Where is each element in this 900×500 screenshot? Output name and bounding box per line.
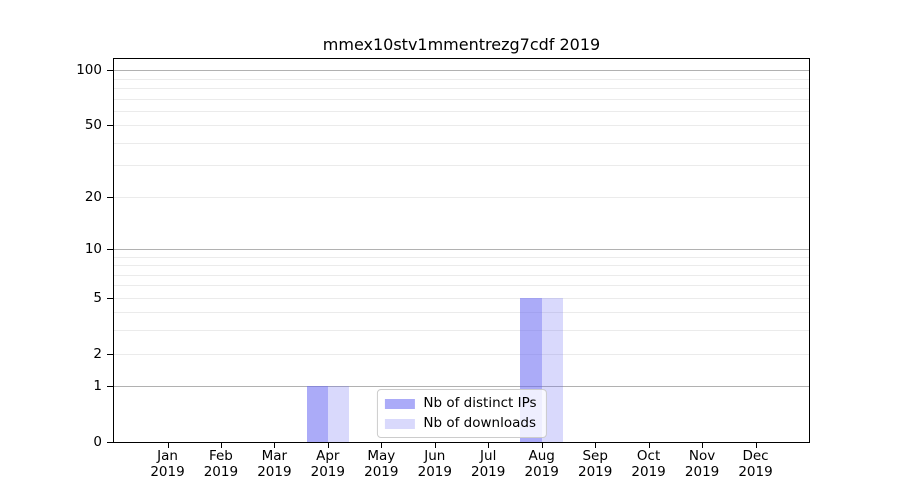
y-gridline-minor — [114, 256, 809, 258]
y-gridline-minor — [114, 297, 809, 299]
y-gridline-minor — [114, 125, 809, 127]
y-tick-label: 2 — [93, 345, 102, 362]
y-gridline-minor — [114, 285, 809, 287]
y-gridline-minor — [114, 78, 809, 80]
plot-area: Nb of distinct IPs Nb of downloads — [113, 58, 810, 443]
legend-label-distinct-ips: Nb of distinct IPs — [423, 395, 537, 411]
bar-nb-of-distinct-ips — [306, 386, 328, 442]
y-gridline-minor — [114, 274, 809, 276]
legend-entry-distinct-ips: Nb of distinct IPs — [384, 395, 537, 412]
y-tick-label: 20 — [84, 188, 102, 205]
x-tick-mark — [220, 443, 222, 448]
legend-label-downloads: Nb of downloads — [423, 415, 536, 431]
y-tick-label: 5 — [93, 289, 102, 306]
y-tick-mark — [107, 297, 113, 299]
y-tick-label: 0 — [93, 434, 102, 450]
y-tick-label: 10 — [84, 240, 102, 257]
x-tick-mark — [381, 443, 383, 448]
x-tick-label: Aug 2019 — [524, 448, 559, 480]
y-tick-mark — [107, 70, 113, 72]
x-tick-mark — [702, 443, 704, 448]
y-gridline-minor — [114, 265, 809, 266]
x-tick-label: Feb 2019 — [203, 448, 239, 480]
x-tick-mark — [167, 443, 169, 448]
x-tick-mark — [274, 443, 276, 448]
y-gridline-minor — [114, 142, 809, 144]
y-tick-label: 100 — [76, 62, 102, 79]
x-tick-label: Nov 2019 — [684, 448, 720, 480]
x-tick-label: Sep 2019 — [578, 448, 613, 480]
y-tick-mark — [107, 386, 113, 388]
legend: Nb of distinct IPs Nb of downloads — [376, 389, 547, 438]
x-tick-label: Jan 2019 — [150, 448, 185, 480]
y-tick-mark — [107, 353, 113, 355]
y-tick-mark — [107, 442, 113, 443]
x-tick-label: Jul 2019 — [471, 448, 506, 480]
x-tick-mark — [488, 443, 490, 448]
y-gridline-minor — [114, 98, 809, 100]
y-gridline-minor — [114, 110, 809, 112]
y-tick-mark — [107, 125, 113, 127]
bar-nb-of-downloads — [327, 386, 350, 442]
y-gridline-minor — [114, 87, 809, 89]
x-tick-mark — [755, 443, 757, 448]
x-tick-mark — [595, 443, 597, 448]
x-tick-mark — [434, 443, 436, 448]
bar-nb-of-downloads — [541, 297, 564, 442]
x-tick-label: Dec 2019 — [738, 448, 773, 480]
legend-swatch-distinct-ips — [384, 398, 415, 409]
y-tick-mark — [107, 248, 113, 250]
x-tick-label: Jun 2019 — [417, 448, 452, 480]
y-gridline-minor — [114, 330, 809, 332]
x-tick-mark — [541, 443, 543, 448]
legend-entry-downloads: Nb of downloads — [384, 415, 536, 432]
y-gridline-minor — [114, 196, 809, 198]
x-tick-label: Oct 2019 — [631, 448, 666, 480]
y-gridline-minor — [114, 312, 809, 314]
x-tick-label: May 2019 — [364, 448, 399, 480]
x-tick-mark — [648, 443, 650, 448]
legend-swatch-downloads — [384, 418, 415, 429]
x-tick-mark — [327, 443, 329, 448]
y-gridline-minor — [114, 353, 809, 355]
x-tick-label: Apr 2019 — [310, 448, 345, 480]
chart-title: mmex10stv1mmentrezg7cdf 2019 — [322, 35, 601, 54]
y-gridline-minor — [114, 165, 809, 167]
y-tick-label: 1 — [93, 378, 102, 395]
y-gridline-major — [114, 386, 809, 388]
y-gridline-major — [114, 248, 809, 250]
x-tick-label: Mar 2019 — [257, 448, 292, 480]
y-gridline-major — [114, 70, 809, 72]
y-tick-label: 50 — [84, 117, 102, 134]
y-tick-mark — [107, 196, 113, 198]
